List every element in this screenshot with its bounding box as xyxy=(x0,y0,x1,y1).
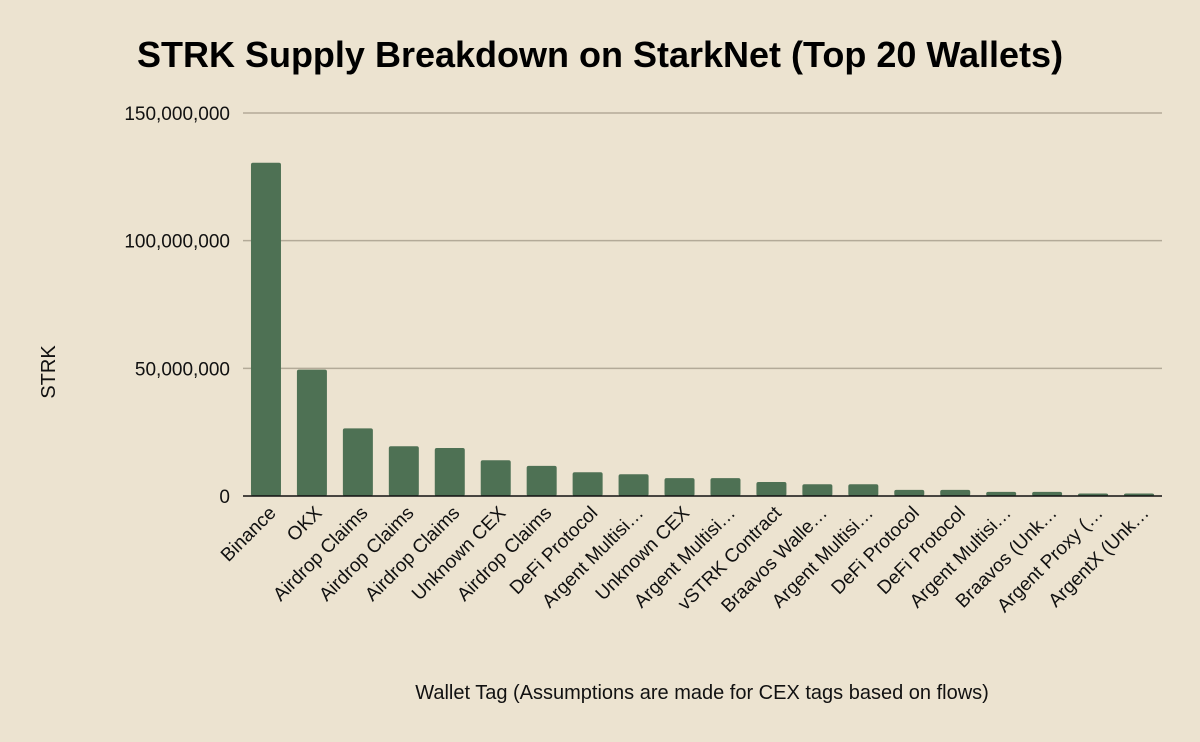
bar[interactable] xyxy=(572,472,603,496)
bar[interactable] xyxy=(342,428,373,496)
bar[interactable] xyxy=(848,484,879,496)
bar[interactable] xyxy=(940,489,971,496)
x-tick-label: Binance xyxy=(217,503,280,566)
bar[interactable] xyxy=(710,478,741,496)
bar[interactable] xyxy=(1032,491,1063,496)
bars xyxy=(250,162,1155,497)
y-axis-title: STRK xyxy=(38,345,60,399)
bar[interactable] xyxy=(250,162,281,497)
x-axis-title: Wallet Tag (Assumptions are made for CEX… xyxy=(415,682,989,704)
y-tick-label: 100,000,000 xyxy=(124,232,230,253)
y-tick-label: 0 xyxy=(219,487,230,508)
y-tick-label: 50,000,000 xyxy=(135,359,230,380)
bar[interactable] xyxy=(388,446,419,496)
bar[interactable] xyxy=(802,484,833,496)
bar[interactable] xyxy=(526,465,557,496)
chart-title: STRK Supply Breakdown on StarkNet (Top 2… xyxy=(136,34,1064,75)
bar[interactable] xyxy=(894,489,925,496)
bar[interactable] xyxy=(618,474,649,496)
bar[interactable] xyxy=(480,460,511,496)
bar[interactable] xyxy=(986,491,1017,496)
bar[interactable] xyxy=(296,369,327,496)
bar[interactable] xyxy=(756,481,787,496)
gridlines xyxy=(243,112,1162,370)
y-tick-label: 150,000,000 xyxy=(124,104,230,125)
bar[interactable] xyxy=(664,478,695,496)
bar[interactable] xyxy=(434,447,465,496)
y-axis-ticks: 0 50,000,000 100,000,000 150,000,000 xyxy=(124,104,230,508)
